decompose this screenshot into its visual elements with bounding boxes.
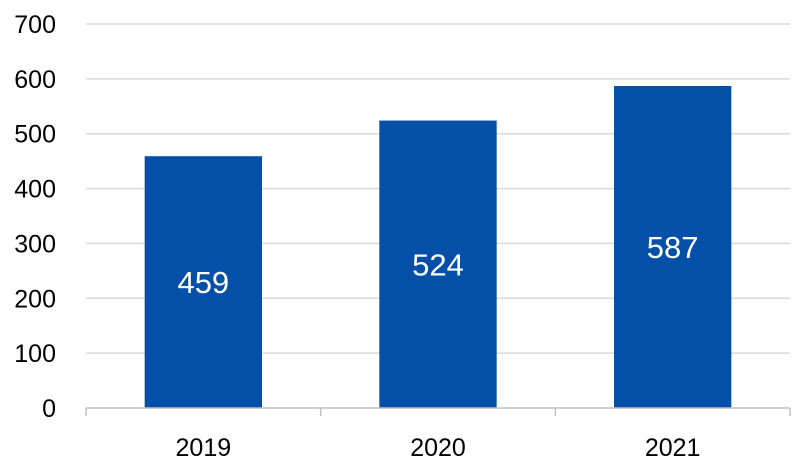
x-tick-label-2021: 2021 — [645, 434, 701, 462]
y-tick-label: 400 — [14, 176, 56, 204]
y-tick-label: 600 — [14, 66, 56, 94]
data-label-2021: 587 — [647, 230, 699, 265]
bar-2019 — [144, 156, 262, 408]
data-label-2019: 459 — [177, 265, 229, 300]
y-tick-label: 100 — [14, 340, 56, 368]
y-tick-labels: 0 100 200 300 400 500 600 700 — [14, 11, 56, 423]
data-label-2020: 524 — [412, 247, 464, 282]
x-axis — [85, 407, 791, 416]
bars — [144, 85, 732, 408]
y-tick-label: 200 — [14, 285, 56, 313]
data-labels: 459 524 587 — [177, 230, 698, 300]
x-tick-labels: 2019 2020 2021 — [176, 434, 701, 462]
x-tick-label-2020: 2020 — [410, 434, 466, 462]
x-tick-label-2019: 2019 — [176, 434, 232, 462]
y-tick-label: 700 — [14, 11, 56, 39]
y-tick-label: 0 — [42, 395, 56, 423]
bar-2021 — [614, 85, 732, 408]
y-tick-label: 500 — [14, 121, 56, 149]
bar-2020 — [379, 120, 497, 408]
y-tick-label: 300 — [14, 230, 56, 258]
